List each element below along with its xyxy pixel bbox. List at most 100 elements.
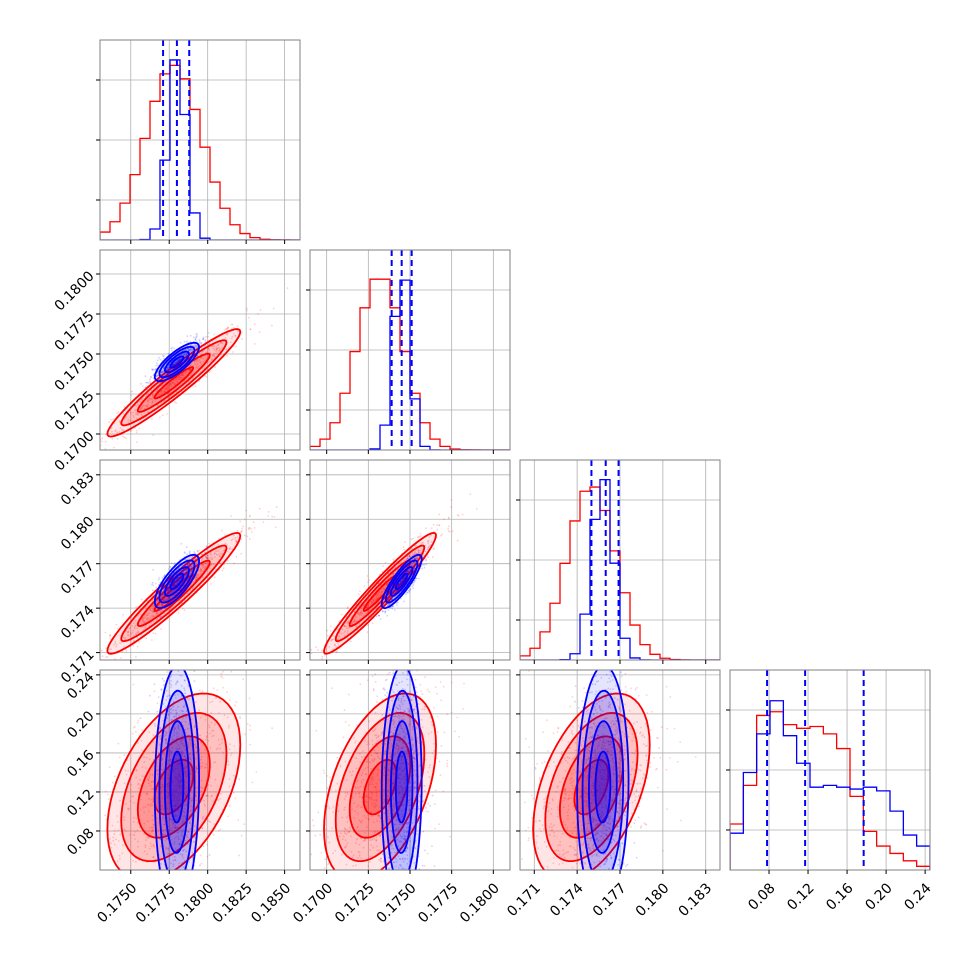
scatter-point <box>230 323 233 326</box>
scatter-point <box>209 567 211 570</box>
scatter-point <box>121 650 124 653</box>
scatter-point <box>171 591 174 594</box>
scatter-point <box>174 361 177 364</box>
scatter-point <box>188 550 191 553</box>
scatter-point <box>343 624 346 627</box>
scatter-point <box>167 589 169 592</box>
scatter-point <box>412 553 415 556</box>
scatter-point <box>185 546 188 548</box>
grid <box>100 250 300 450</box>
scatter-point <box>172 822 175 825</box>
scatter-point <box>177 375 180 378</box>
scatter-point <box>159 611 162 613</box>
scatter-point <box>221 347 224 349</box>
scatter-point <box>146 400 149 402</box>
scatter-point <box>238 854 241 857</box>
scatter-point <box>212 353 215 356</box>
scatter-point <box>177 777 179 780</box>
scatter-point <box>136 403 139 406</box>
scatter-point <box>366 606 369 609</box>
scatter-point <box>416 557 419 560</box>
scatter-point <box>196 549 199 552</box>
scatter-point <box>334 643 336 646</box>
scatter-point <box>182 717 184 720</box>
scatter-point <box>361 613 363 615</box>
scatter-point <box>188 551 191 554</box>
scatter-point <box>172 590 175 592</box>
scatter-point <box>433 547 435 550</box>
scatter-point <box>229 341 232 343</box>
scatter-point <box>132 622 135 625</box>
scatter-point <box>353 620 356 623</box>
scatter-point <box>162 369 165 371</box>
scatter-point <box>194 558 197 561</box>
scatter-point <box>428 536 431 538</box>
scatter-point <box>145 839 147 841</box>
contour-blue <box>169 355 185 369</box>
scatter-point <box>416 557 419 560</box>
scatter-point <box>240 331 243 334</box>
scatter-point <box>396 604 398 606</box>
scatter-point <box>245 307 248 310</box>
scatter-point <box>386 584 388 587</box>
scatter-point <box>204 567 207 569</box>
scatter-point <box>190 373 193 375</box>
scatter-point <box>152 826 155 829</box>
scatter-point <box>384 610 387 613</box>
scatter-point <box>172 823 175 825</box>
scatter-point <box>337 635 340 637</box>
scatter-point <box>424 550 427 553</box>
scatter-point <box>122 613 125 616</box>
scatter-point <box>177 793 180 795</box>
scatter-point <box>447 527 450 530</box>
scatter-point <box>172 584 175 587</box>
scatter-point <box>179 781 182 784</box>
scatter-point <box>235 540 238 543</box>
scatter-point <box>360 614 363 616</box>
scatter-point <box>136 627 139 630</box>
scatter-point <box>108 648 111 651</box>
scatter-point <box>194 344 196 347</box>
scatter-point <box>197 575 200 577</box>
scatter-point <box>149 404 152 407</box>
scatter-point <box>181 855 183 858</box>
scatter-point <box>187 347 190 350</box>
scatter-point <box>177 767 180 770</box>
scatter-point <box>110 427 113 430</box>
scatter-point <box>141 766 144 769</box>
scatter-point <box>134 427 136 430</box>
scatter-point <box>146 853 149 855</box>
scatter-point <box>186 335 189 337</box>
scatter-point <box>234 334 237 337</box>
scatter-point <box>248 526 251 529</box>
scatter-point <box>208 724 211 727</box>
scatter-point <box>189 369 192 372</box>
scatter-point <box>204 562 207 564</box>
scatter-point <box>395 602 398 604</box>
scatter-point <box>367 611 369 613</box>
scatter-point <box>174 589 177 591</box>
scatter-point <box>413 561 416 563</box>
scatter-point <box>386 582 389 585</box>
scatter-point <box>367 604 370 607</box>
scatter-point <box>228 724 230 727</box>
scatter-point <box>382 587 385 590</box>
scatter-point <box>166 837 169 840</box>
scatter-point <box>199 716 202 719</box>
scatter-point <box>226 332 229 335</box>
scatter-point <box>188 348 191 351</box>
scatter-point <box>367 610 370 612</box>
scatter-point <box>184 731 187 734</box>
scatter-point <box>189 368 192 371</box>
scatter-point <box>142 418 145 420</box>
scatter-point <box>391 605 394 608</box>
scatter-point <box>196 334 198 336</box>
scatter-point <box>235 555 238 558</box>
scatter-point <box>183 371 186 374</box>
scatter-point <box>167 384 169 386</box>
scatter-point <box>175 712 178 715</box>
scatter-point <box>397 564 399 566</box>
scatter-point <box>413 553 416 555</box>
scatter-point <box>163 390 166 393</box>
